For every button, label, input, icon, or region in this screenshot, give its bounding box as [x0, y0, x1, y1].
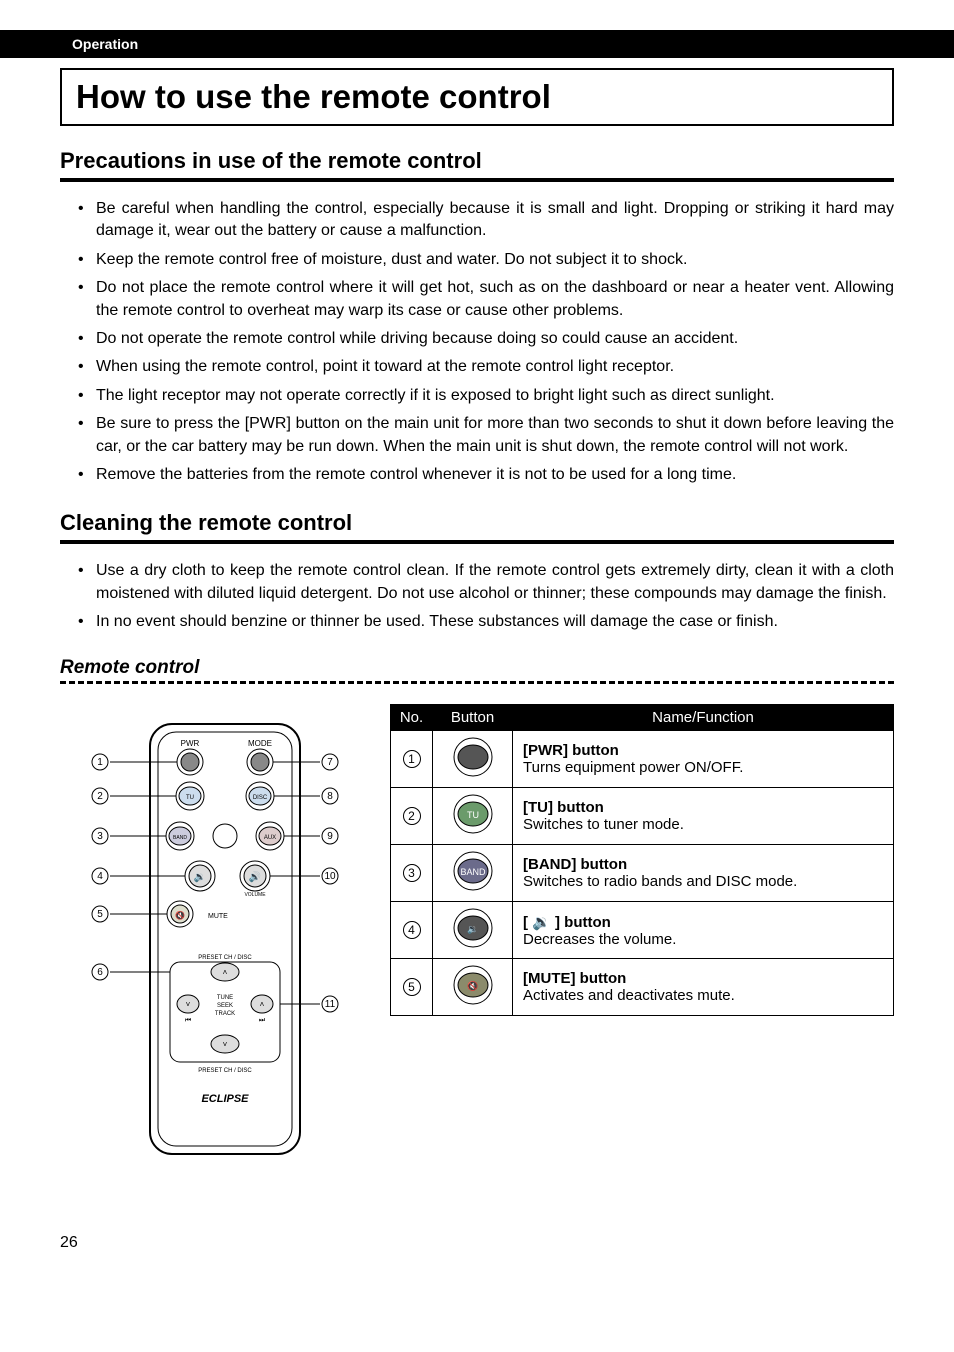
disc-label: DISC — [253, 795, 268, 801]
remote-subheading: Remote control — [60, 657, 894, 679]
tune-label: TUNE — [217, 995, 233, 1001]
table-row: 2 TU [TU] buttonSwitches to tuner mode. — [391, 788, 894, 845]
col-no: No. — [391, 705, 433, 731]
dashed-divider — [60, 681, 894, 684]
table-row: 4 🔉 [ 🔉 ] buttonDecreases the volume. — [391, 902, 894, 959]
svg-text:🔉: 🔉 — [194, 872, 206, 883]
function-table: No. Button Name/Function 1 [PWR] buttonTu… — [390, 704, 894, 1016]
svg-text:BAND: BAND — [460, 867, 486, 877]
row-number: 1 — [391, 731, 433, 788]
aux-label: AUX — [264, 835, 276, 841]
col-name: Name/Function — [513, 705, 894, 731]
row-button-icon — [433, 731, 513, 788]
svg-text:2: 2 — [97, 791, 103, 802]
cleaning-list: Use a dry cloth to keep the remote contr… — [60, 560, 894, 633]
list-item: Remove the batteries from the remote con… — [78, 464, 894, 486]
mode-label: MODE — [248, 739, 272, 748]
svg-text:9: 9 — [327, 831, 333, 842]
svg-text:3: 3 — [97, 831, 103, 842]
svg-text:6: 6 — [97, 967, 103, 978]
row-description: [MUTE] buttonActivates and deactivates m… — [513, 959, 894, 1016]
svg-text:4: 4 — [97, 871, 103, 882]
list-item: When using the remote control, point it … — [78, 356, 894, 378]
remote-content-row: PWR MODE TU DISC BAND AUX 🔉 🔊 VOLUME 🔇 — [60, 704, 894, 1174]
page-title: How to use the remote control — [76, 78, 878, 116]
row-description: [PWR] buttonTurns equipment power ON/OFF… — [513, 731, 894, 788]
svg-text:⏭: ⏭ — [259, 1017, 266, 1024]
row-button-icon: 🔇 — [433, 959, 513, 1016]
row-button-icon: 🔉 — [433, 902, 513, 959]
list-item: Be sure to press the [PWR] button on the… — [78, 413, 894, 458]
section-header: Operation — [0, 30, 954, 58]
svg-text:⏮: ⏮ — [185, 1017, 191, 1024]
svg-text:˄: ˄ — [223, 968, 228, 977]
preset-top-label: PRESET CH / DISC — [198, 955, 252, 961]
band-label: BAND — [173, 835, 187, 841]
list-item: The light receptor may not operate corre… — [78, 385, 894, 407]
cleaning-heading: Cleaning the remote control — [60, 510, 894, 544]
seek-label: SEEK — [217, 1003, 233, 1009]
row-number: 5 — [391, 959, 433, 1016]
volume-label: VOLUME — [244, 892, 266, 898]
row-button-icon: BAND — [433, 845, 513, 902]
svg-text:1: 1 — [97, 757, 103, 768]
svg-text:˅: ˅ — [223, 1040, 228, 1049]
col-button: Button — [433, 705, 513, 731]
precautions-list: Be careful when handling the control, es… — [60, 198, 894, 486]
precautions-heading: Precautions in use of the remote control — [60, 148, 894, 182]
row-description: [BAND] buttonSwitches to radio bands and… — [513, 845, 894, 902]
page-title-box: How to use the remote control — [60, 68, 894, 126]
svg-text:🔉: 🔉 — [467, 924, 478, 935]
row-number: 3 — [391, 845, 433, 902]
svg-text:10: 10 — [324, 871, 336, 882]
list-item: Use a dry cloth to keep the remote contr… — [78, 560, 894, 605]
table-row: 5 🔇 [MUTE] buttonActivates and deactivates… — [391, 959, 894, 1016]
list-item: Do not operate the remote control while … — [78, 328, 894, 350]
svg-text:8: 8 — [327, 791, 333, 802]
svg-text:TU: TU — [467, 810, 479, 820]
list-item: Do not place the remote control where it… — [78, 277, 894, 322]
svg-text:˅: ˅ — [186, 1000, 191, 1009]
svg-text:🔇: 🔇 — [175, 910, 185, 920]
remote-diagram: PWR MODE TU DISC BAND AUX 🔉 🔊 VOLUME 🔇 — [60, 704, 360, 1174]
brand-label: ECLIPSE — [201, 1093, 249, 1105]
row-description: [TU] buttonSwitches to tuner mode. — [513, 788, 894, 845]
table-row: 3 BAND [BAND] buttonSwitches to radio band… — [391, 845, 894, 902]
svg-text:˄: ˄ — [260, 1000, 265, 1009]
table-header-row: No. Button Name/Function — [391, 705, 894, 731]
list-item: Keep the remote control free of moisture… — [78, 249, 894, 271]
tu-label: TU — [186, 795, 194, 801]
pwr-label: PWR — [181, 739, 200, 748]
mute-label: MUTE — [208, 913, 228, 920]
row-number: 2 — [391, 788, 433, 845]
list-item: In no event should benzine or thinner be… — [78, 611, 894, 633]
svg-text:🔇: 🔇 — [467, 980, 478, 991]
row-description: [ 🔉 ] buttonDecreases the volume. — [513, 902, 894, 959]
row-number: 4 — [391, 902, 433, 959]
row-button-icon: TU — [433, 788, 513, 845]
list-item: Be careful when handling the control, es… — [78, 198, 894, 243]
table-row: 1 [PWR] buttonTurns equipment power ON/OF… — [391, 731, 894, 788]
svg-text:7: 7 — [327, 757, 333, 768]
section-header-text: Operation — [72, 36, 138, 52]
svg-text:🔊: 🔊 — [249, 870, 261, 883]
svg-text:5: 5 — [97, 909, 103, 920]
preset-bottom-label: PRESET CH / DISC — [198, 1068, 252, 1074]
track-label: TRACK — [215, 1011, 235, 1017]
page-number: 26 — [60, 1234, 894, 1252]
svg-text:11: 11 — [325, 999, 336, 1010]
